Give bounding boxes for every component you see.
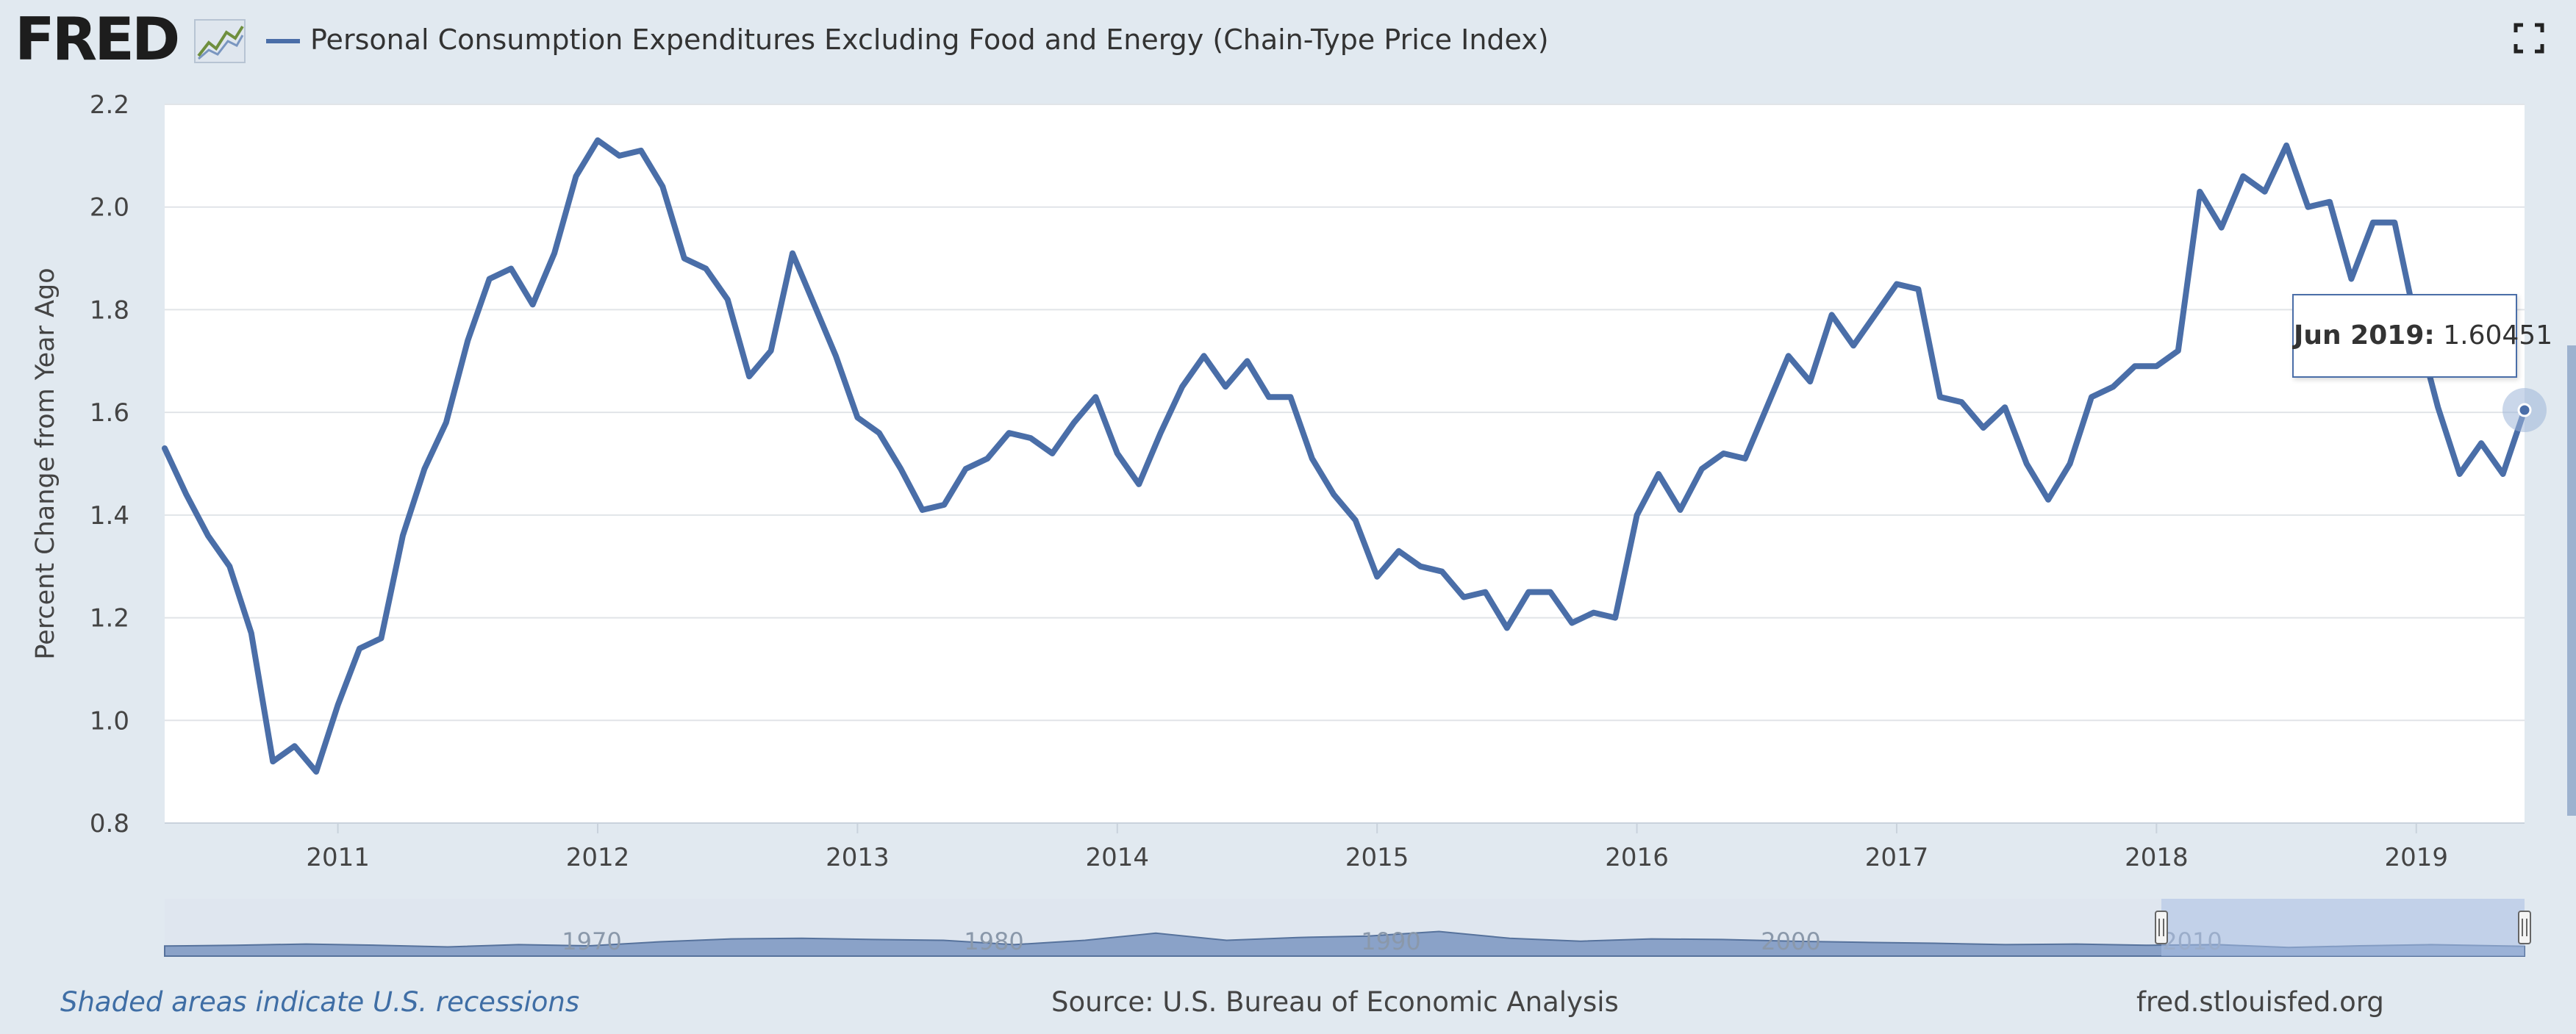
x-tick-label: 2018 (2125, 843, 2189, 872)
navigator-left-handle[interactable] (2155, 911, 2168, 944)
grid-lines (165, 104, 2525, 824)
series-line[interactable] (162, 137, 2527, 775)
source-credit: Source: U.S. Bureau of Economic Analysis (1051, 986, 1619, 1018)
y-tick-label: 1.6 (90, 398, 129, 428)
y-tick-label: 1.2 (90, 604, 129, 633)
x-tick-label: 2013 (826, 843, 890, 872)
tooltip-value: 1.60451 (2443, 320, 2553, 351)
plot-background (165, 104, 2525, 823)
y-tick-label: 1.4 (90, 501, 129, 531)
x-tick-label: 2019 (2384, 843, 2448, 872)
y-tick-label: 1.8 (90, 295, 129, 325)
y-tick-label: 2.2 (90, 90, 129, 120)
x-axis-ticks: 2011 2012 2013 2014 2015 2016 2017 2018 2019 (306, 823, 2448, 872)
data-tooltip: Jun 2019: 1.60451 (2292, 294, 2552, 378)
navigator-year-label: 2000 (1761, 927, 1820, 955)
y-tick-label: 0.8 (90, 809, 129, 839)
tooltip-date: Jun 2019: (2294, 320, 2435, 351)
y-tick-label: 2.0 (90, 193, 129, 223)
range-navigator[interactable]: 19701980199020002010 (164, 899, 2531, 957)
x-tick-label: 2012 (566, 843, 630, 872)
navigator-year-label: 1990 (1361, 927, 1420, 955)
navigator-year-label: 1980 (964, 927, 1023, 955)
series-legend-swatch (266, 39, 300, 43)
x-tick-label: 2011 (306, 843, 370, 872)
y-tick-label: 1.0 (90, 706, 129, 736)
x-tick-label: 2015 (1345, 843, 1409, 872)
hover-point-marker[interactable] (2517, 403, 2532, 417)
fred-url[interactable]: fred.stlouisfed.org (2136, 986, 2384, 1018)
recession-note[interactable]: Shaded areas indicate U.S. recessions (60, 986, 580, 1018)
fred-graph-logo-icon (194, 19, 246, 63)
fred-logo[interactable]: FRED (15, 5, 180, 73)
navigator-year-label: 1970 (562, 927, 621, 955)
navigator-selected-range[interactable] (2161, 899, 2525, 956)
x-tick-label: 2017 (1865, 843, 1929, 872)
chart-area: 0.81.01.21.41.61.82.02.2 2011 2012 2013 201… (31, 90, 2576, 957)
fullscreen-icon[interactable] (2513, 22, 2545, 54)
x-tick-label: 2016 (1605, 843, 1669, 872)
y-axis-label: Percent Change from Year Ago (31, 268, 60, 659)
y-axis-ticks: 0.8 1.0 1.2 1.4 1.6 1.8 2.0 2.2 (90, 90, 129, 839)
chart-header: FRED Personal Consumption Expenditures E… (0, 0, 2576, 88)
series-title[interactable]: Personal Consumption Expenditures Exclud… (310, 24, 1549, 56)
x-tick-label: 2014 (1086, 843, 1150, 872)
scrollbar-track[interactable] (2567, 345, 2576, 816)
navigator-right-handle[interactable] (2518, 911, 2531, 944)
